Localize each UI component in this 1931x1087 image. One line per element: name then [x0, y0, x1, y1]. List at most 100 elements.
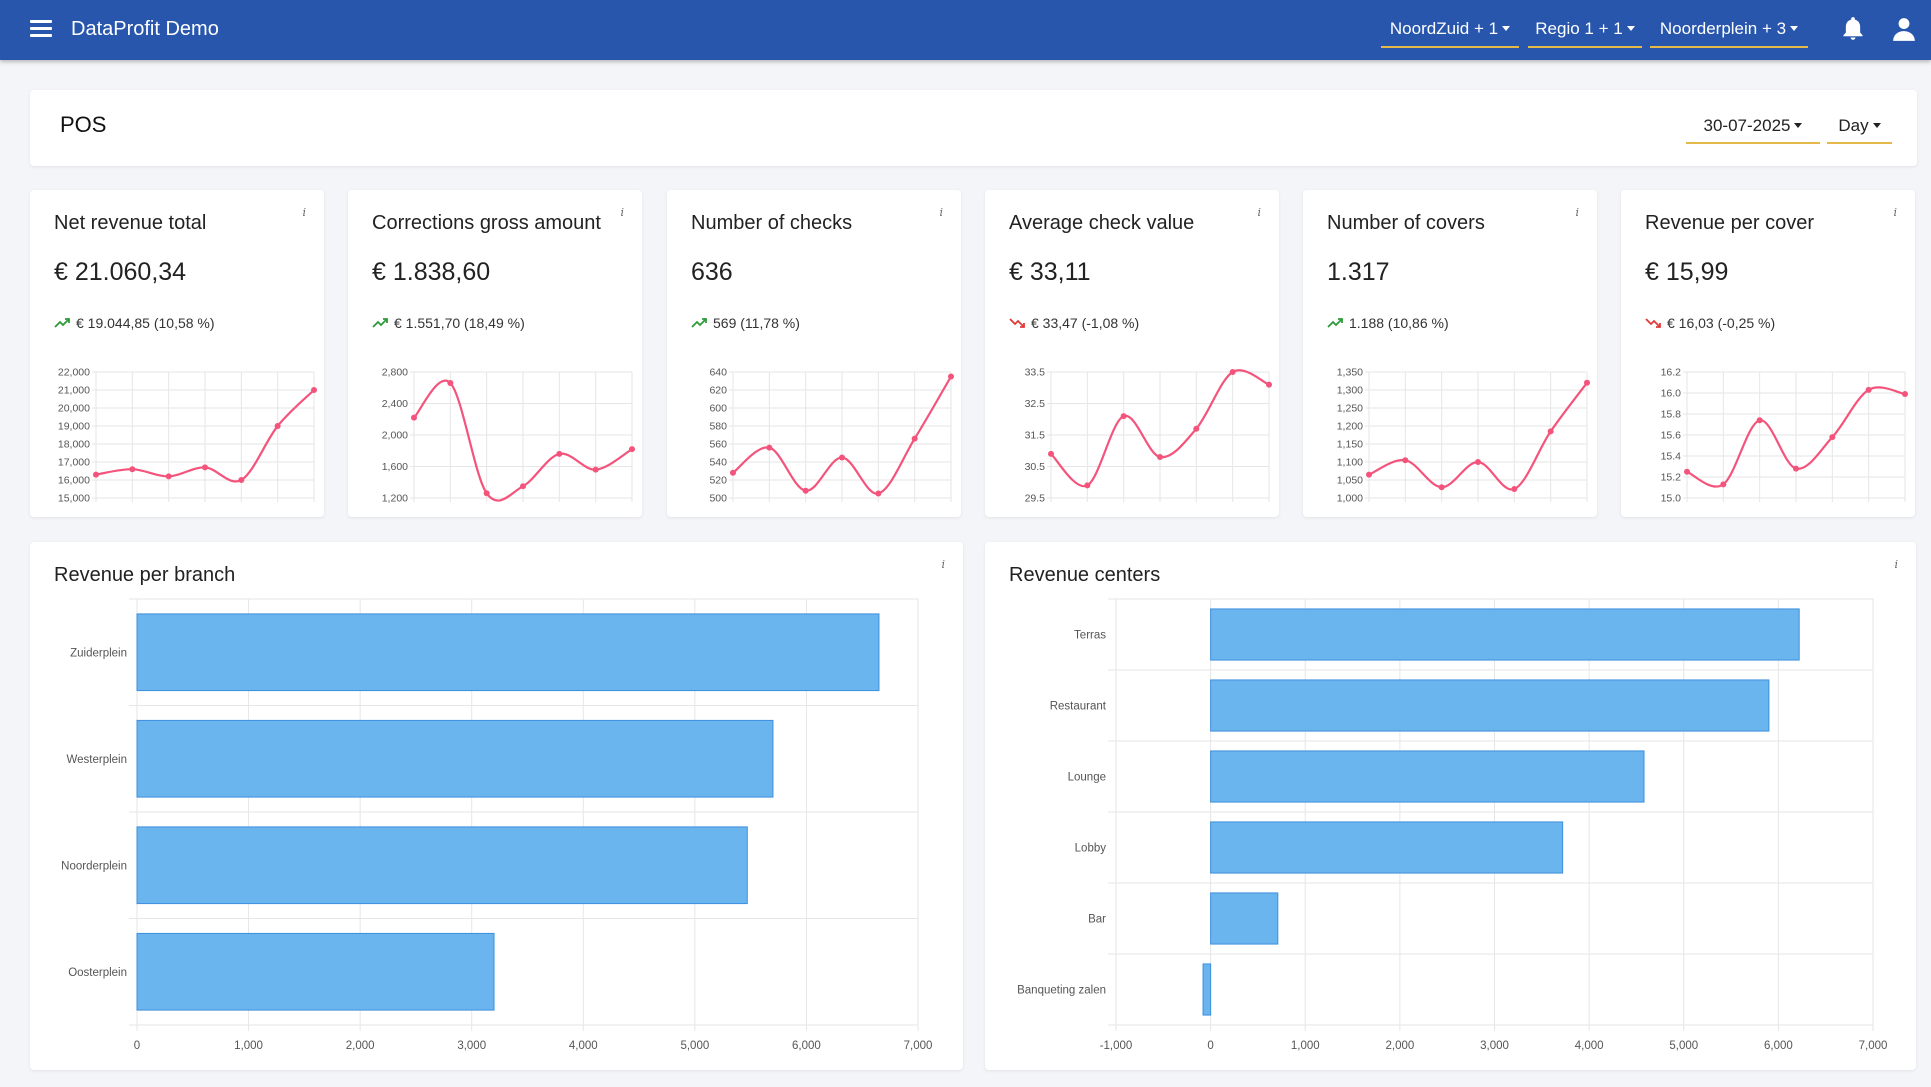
info-icon[interactable]: i	[1575, 206, 1579, 219]
sparkline-point[interactable]	[948, 373, 954, 380]
branch-filter-label: Noorderplein + 3	[1659, 19, 1787, 38]
sparkline-point[interactable]	[274, 423, 281, 429]
sparkline-point[interactable]	[1157, 454, 1163, 461]
sparkline-point[interactable]	[202, 464, 208, 471]
sparkline-point[interactable]	[1084, 482, 1091, 489]
sparkline-point[interactable]	[556, 450, 563, 457]
menu-icon[interactable]	[30, 20, 52, 38]
y-tick-label: 15.8	[1661, 409, 1682, 421]
sparkline-point[interactable]	[238, 477, 245, 483]
bar[interactable]	[1210, 750, 1645, 803]
kpi-value: € 1.838,60	[372, 258, 491, 286]
sparkline-point[interactable]	[730, 469, 736, 476]
sparkline-point[interactable]	[1793, 465, 1799, 472]
bar[interactable]	[1202, 963, 1212, 1016]
sparkline-point[interactable]	[1193, 425, 1200, 432]
sparkline-point[interactable]	[1120, 413, 1127, 420]
sparkline-point[interactable]	[1756, 417, 1763, 424]
info-icon[interactable]: i	[1894, 558, 1898, 571]
sparkline-point[interactable]	[1829, 434, 1836, 441]
sparkline-point[interactable]	[1511, 486, 1518, 492]
sparkline-point[interactable]	[165, 473, 172, 480]
sparkline-point[interactable]	[93, 471, 99, 478]
x-tick-label: 1,000	[1291, 1040, 1320, 1052]
sparkline-point[interactable]	[1366, 471, 1372, 478]
y-tick-label: 1,200	[1337, 421, 1363, 433]
sparkline-point[interactable]	[629, 446, 635, 453]
sparkline-point[interactable]	[1402, 457, 1409, 464]
info-icon[interactable]: i	[302, 206, 306, 219]
bar[interactable]	[1210, 892, 1279, 945]
user-icon[interactable]	[1891, 16, 1917, 42]
sparkline-point[interactable]	[766, 444, 773, 451]
info-icon[interactable]: i	[1257, 206, 1261, 219]
sparkline-point[interactable]	[1229, 369, 1236, 375]
kpi-card-net-revenue: Net revenue total i € 21.060,34 € 19.044,85…	[30, 190, 324, 517]
y-tick-label: 580	[709, 421, 727, 433]
sparkline-point[interactable]	[1547, 428, 1554, 435]
sparkline-point[interactable]	[311, 387, 317, 393]
sparkline-point[interactable]	[1438, 484, 1445, 491]
x-tick-label: 2,000	[1385, 1040, 1414, 1052]
bar[interactable]	[136, 932, 495, 1011]
kpi-card-revenue-per-cover: Revenue per cover i € 15,99 € 16,03 (-0,25 …	[1621, 190, 1915, 517]
sparkline-point[interactable]	[1266, 381, 1272, 388]
info-icon[interactable]: i	[1893, 206, 1897, 219]
y-tick-label: 1,100	[1337, 457, 1363, 469]
y-tick-label: 18,000	[58, 439, 90, 451]
trending-down-icon	[1645, 316, 1663, 328]
y-tick-label: 33.5	[1025, 367, 1046, 379]
x-tick-label: 1,000	[234, 1040, 263, 1052]
y-tick-label: 1,300	[1337, 385, 1363, 397]
chevron-down-icon	[1790, 26, 1799, 31]
category-label: Noorderplein	[61, 860, 127, 872]
revenue-centers-title: Revenue centers	[1009, 564, 1161, 586]
sparkline-point[interactable]	[129, 466, 136, 473]
sparkline-point[interactable]	[411, 414, 417, 421]
organization-filter[interactable]: NoordZuid + 1	[1381, 14, 1519, 48]
kpi-value: 1.317	[1327, 258, 1390, 286]
bar[interactable]	[1210, 821, 1564, 874]
sparkline-point[interactable]	[1475, 459, 1481, 465]
sparkline-point[interactable]	[592, 466, 599, 473]
kpi-title: Average check value	[1009, 212, 1195, 234]
bar[interactable]	[136, 826, 748, 905]
y-tick-label: 1,600	[382, 461, 408, 473]
kpi-comparison: 1.188 (10,86 %)	[1327, 315, 1449, 331]
top-bar: DataProfit Demo NoordZuid + 1 Regio 1 + …	[0, 0, 1931, 60]
x-tick-label: 6,000	[792, 1040, 821, 1052]
sparkline-point[interactable]	[1684, 468, 1690, 475]
x-tick-label: 5,000	[1669, 1040, 1698, 1052]
sparkline-point[interactable]	[447, 380, 454, 387]
bar[interactable]	[1210, 679, 1770, 732]
branch-filter[interactable]: Noorderplein + 3	[1650, 14, 1808, 48]
sparkline-point[interactable]	[1720, 481, 1727, 488]
date-picker[interactable]: 30-07-2025	[1686, 112, 1820, 144]
bar[interactable]	[1210, 608, 1800, 661]
kpi-comparison: € 33,47 (-1,08 %)	[1009, 315, 1139, 331]
category-label: Zuiderplein	[70, 647, 127, 659]
sparkline-point[interactable]	[875, 490, 882, 497]
sparkline-point[interactable]	[483, 490, 490, 497]
sparkline-point[interactable]	[520, 483, 526, 490]
sparkline-point[interactable]	[1048, 450, 1054, 457]
sparkline-point[interactable]	[839, 454, 845, 461]
kpi-card-corrections: Corrections gross amount i € 1.838,60 € 1.5…	[348, 190, 642, 517]
bar[interactable]	[136, 613, 880, 692]
bell-icon[interactable]	[1840, 16, 1866, 42]
kpi-title: Corrections gross amount	[372, 212, 601, 234]
region-filter[interactable]: Regio 1 + 1	[1528, 14, 1642, 48]
info-icon[interactable]: i	[939, 206, 943, 219]
sparkline-point[interactable]	[1584, 379, 1590, 386]
kpi-comparison-text: € 33,47 (-1,08 %)	[1031, 315, 1140, 331]
y-tick-label: 540	[709, 457, 727, 469]
sparkline-point[interactable]	[1902, 391, 1908, 398]
sparkline-point[interactable]	[1865, 386, 1872, 393]
page-title: POS	[60, 112, 107, 137]
sparkline-point[interactable]	[911, 435, 918, 442]
sparkline-point[interactable]	[802, 487, 809, 494]
info-icon[interactable]: i	[620, 206, 624, 219]
period-select[interactable]: Day	[1827, 112, 1892, 144]
bar[interactable]	[136, 719, 774, 798]
info-icon[interactable]: i	[941, 558, 945, 571]
